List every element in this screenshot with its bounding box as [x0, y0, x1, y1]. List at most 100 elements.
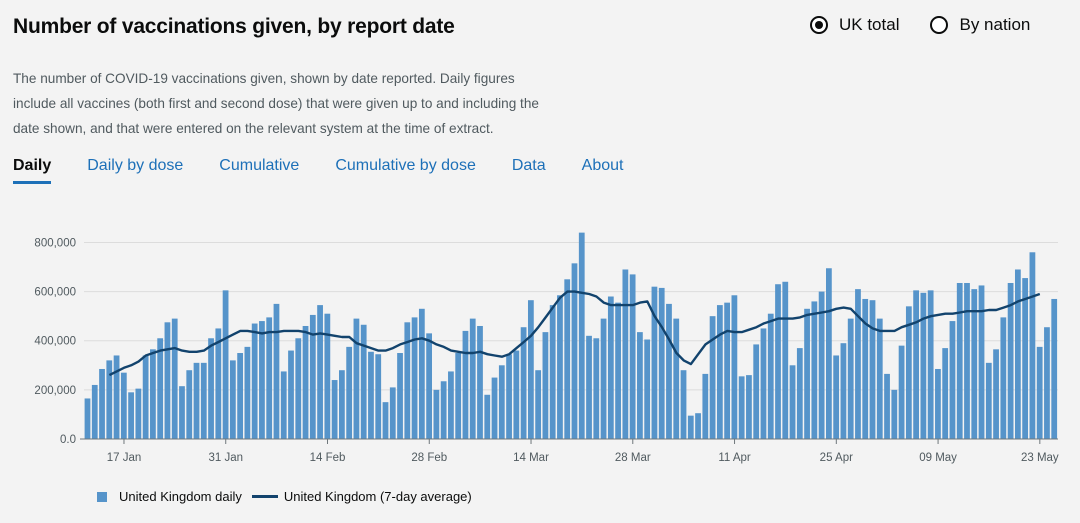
- bar: [251, 323, 258, 439]
- tab-daily[interactable]: Daily: [13, 157, 52, 184]
- bar: [382, 402, 389, 439]
- bar: [404, 322, 411, 439]
- bar: [658, 287, 665, 439]
- bar: [309, 314, 316, 439]
- bar: [150, 349, 156, 439]
- bar: [506, 354, 512, 439]
- bar: [666, 303, 672, 439]
- bar: [215, 328, 222, 439]
- bar: [716, 305, 723, 439]
- bar: [847, 318, 854, 439]
- x-tick-label: 17 Jan: [107, 452, 142, 464]
- bar: [775, 284, 781, 439]
- tab-daily-by-dose[interactable]: Daily by dose: [87, 157, 184, 174]
- bar: [796, 348, 803, 439]
- bar: [964, 282, 970, 439]
- x-tick-label: 31 Jan: [208, 452, 243, 464]
- bar: [455, 353, 462, 439]
- bar: [920, 292, 927, 439]
- bar: [368, 351, 374, 439]
- bar: [1022, 278, 1029, 439]
- bar: [753, 344, 760, 439]
- bar: [193, 362, 200, 439]
- bar: [418, 308, 425, 439]
- bar: [179, 386, 185, 439]
- bar: [578, 232, 585, 439]
- bar: [484, 394, 491, 439]
- bar: [120, 372, 127, 439]
- uk-total-label[interactable]: UK total: [839, 15, 900, 34]
- bar: [360, 324, 367, 439]
- tab-cumulative[interactable]: Cumulative: [219, 157, 300, 174]
- bar: [339, 370, 345, 439]
- x-tick-label: 09 May: [919, 452, 957, 464]
- bar: [520, 327, 527, 439]
- bar: [862, 298, 869, 439]
- bar: [695, 413, 701, 439]
- bar: [157, 338, 164, 439]
- uk-total-radio[interactable]: UK total: [810, 15, 899, 35]
- x-tick-label: 11 Apr: [718, 452, 751, 464]
- bar: [746, 375, 752, 439]
- bar: [527, 300, 534, 439]
- bar: [535, 370, 542, 439]
- bar: [833, 355, 840, 439]
- bar: [687, 415, 694, 439]
- bar: [411, 317, 418, 439]
- bar: [978, 285, 985, 439]
- chart-legend: United Kingdom daily United Kingdom (7-d…: [97, 489, 472, 504]
- bar: [317, 305, 323, 439]
- bar: [709, 316, 716, 439]
- seven-day-average-line: [108, 290, 1041, 377]
- bar: [731, 295, 738, 439]
- bar: [353, 318, 360, 439]
- radio-unselected-icon[interactable]: [930, 16, 949, 34]
- bar: [876, 318, 883, 439]
- y-tick-label: 400,000: [34, 336, 76, 348]
- chart-description: The number of COVID-19 vaccinations give…: [13, 71, 539, 136]
- bar: [346, 346, 353, 439]
- bar: [760, 328, 767, 439]
- bar: [956, 282, 963, 439]
- bar: [615, 302, 621, 439]
- bar: [673, 318, 680, 439]
- bar: [99, 368, 105, 439]
- chart-tabs: Daily Daily by dose Cumulative Cumulativ…: [13, 157, 659, 184]
- legend-daily-label: United Kingdom daily: [119, 489, 242, 504]
- bar: [433, 389, 440, 439]
- bar: [913, 290, 919, 439]
- by-nation-label[interactable]: By nation: [959, 15, 1031, 34]
- by-nation-radio[interactable]: By nation: [930, 15, 1030, 35]
- bar: [971, 289, 978, 439]
- bar: [927, 290, 934, 439]
- tab-cumulative-by-dose[interactable]: Cumulative by dose: [335, 157, 476, 174]
- view-radio-group: UK total By nation: [810, 15, 1030, 35]
- bar: [826, 268, 832, 439]
- bar: [302, 325, 309, 439]
- bar: [426, 333, 432, 439]
- bar: [1007, 282, 1014, 439]
- y-tick-label: 0.0: [60, 434, 76, 446]
- radio-selected-icon[interactable]: [810, 16, 828, 34]
- bar: [855, 289, 861, 439]
- bar: [1044, 327, 1050, 439]
- bar: [128, 392, 134, 439]
- bar: [440, 381, 447, 439]
- bar: [542, 332, 549, 439]
- bar: [222, 290, 229, 439]
- bar: [869, 300, 876, 439]
- bar: [949, 321, 956, 439]
- bar: [389, 387, 396, 439]
- bar: [557, 295, 563, 439]
- bar: [891, 389, 898, 439]
- bar: [135, 388, 142, 439]
- bar: [91, 384, 98, 439]
- tab-about[interactable]: About: [581, 157, 624, 174]
- bar: [462, 330, 469, 439]
- tab-data[interactable]: Data: [511, 157, 546, 174]
- x-tick-label: 14 Feb: [310, 452, 346, 464]
- bar: [477, 325, 483, 439]
- bar: [586, 335, 592, 439]
- bar: [840, 343, 847, 439]
- bar: [789, 365, 796, 439]
